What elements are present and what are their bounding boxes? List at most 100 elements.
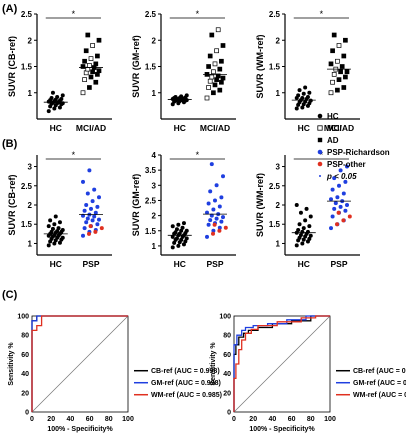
ad-point: [95, 53, 100, 59]
y-tick-label: 100: [219, 314, 231, 321]
mci-point: [206, 85, 211, 90]
hc-point: [49, 229, 54, 234]
y-tick-label: 60: [223, 352, 231, 359]
ad-point: [209, 32, 215, 38]
hc-point: [184, 93, 189, 98]
y-tick-label: 100: [17, 314, 29, 321]
roc-curve: [233, 315, 330, 412]
y-tick-label: 1.5: [21, 220, 33, 229]
y-tick-label: 80: [21, 333, 29, 340]
mci-point: [87, 63, 92, 68]
psp-richardson-point: [345, 164, 349, 169]
psp-other-point: [212, 222, 217, 227]
significance-marker: *: [72, 9, 76, 19]
hc-point: [297, 88, 302, 93]
significance-marker: *: [196, 9, 200, 19]
x-tick-label: 40: [269, 416, 277, 423]
x-category-label: PSP: [82, 259, 99, 269]
hc-point: [57, 220, 62, 225]
x-tick-label: 0: [30, 416, 34, 423]
y-tick-label: 1.5: [145, 63, 157, 72]
psp-richardson-point: [206, 201, 211, 206]
psp-richardson-point: [84, 203, 89, 207]
mci-point: [330, 79, 335, 85]
y-tick-label: 1.5: [145, 227, 157, 236]
y-axis-label: SUVR (WM-ref): [255, 35, 265, 99]
hc-point: [181, 221, 186, 226]
psp-other-point: [211, 231, 215, 236]
y-axis-label: Sensitivity %: [8, 342, 15, 386]
hc-point: [300, 96, 305, 100]
hc-point: [307, 224, 312, 229]
psp-richardson-point: [213, 198, 217, 203]
psp-richardson-point: [214, 183, 219, 188]
psp-richardson-point: [329, 197, 333, 202]
hc-point: [305, 94, 310, 99]
roc-plot-6: 00 20 20 40 40 60 60 80 80 100 100 100% - Specifici…: [8, 314, 222, 434]
psp-richardson-point: [90, 218, 95, 223]
ad-point: [212, 82, 218, 88]
y-tick-label: 2.5: [269, 182, 281, 191]
y-tick-label: 2: [276, 36, 281, 45]
x-tick-label: 60: [288, 416, 296, 423]
reference-diagonal: [233, 315, 331, 413]
ad-point: [85, 32, 91, 38]
hc-point: [296, 93, 301, 98]
legend: HC MCI AD PSP-Richardson PSP-other p < 0.05: [317, 112, 390, 181]
y-tick-label: 1: [28, 89, 33, 98]
psp-richardson-point: [211, 228, 216, 233]
roc-legend-label: CB-ref (AUC = 0.998): [151, 368, 220, 375]
hc-point: [48, 218, 53, 223]
x-category-label: PSP: [330, 259, 347, 269]
y-tick-label: 4: [152, 151, 157, 160]
hc-point: [179, 228, 184, 233]
hc-point: [173, 230, 178, 235]
ad-point: [335, 87, 340, 93]
psp-other-point: [223, 225, 228, 230]
hc-point: [180, 225, 185, 230]
y-axis-label: SUVR (WM-ref): [255, 173, 265, 237]
ad-point: [206, 64, 211, 69]
significance-marker: *: [320, 150, 324, 160]
hc-point: [170, 245, 175, 250]
psp-richardson-point: [214, 216, 219, 221]
y-tick-label: 1: [152, 89, 157, 98]
y-tick-label: 1.5: [269, 220, 281, 229]
x-tick-label: 20: [249, 416, 257, 423]
mci-point: [209, 74, 215, 80]
psp-richardson-point: [209, 162, 214, 167]
legend-label: p < 0.05: [326, 172, 357, 181]
hc-point: [60, 93, 65, 98]
hc-point: [301, 91, 306, 96]
hc-point: [294, 243, 299, 248]
ad-point: [341, 85, 347, 90]
ad-point: [93, 61, 99, 67]
x-category-label: PSP: [206, 259, 223, 269]
hc-point: [307, 236, 312, 241]
significance-marker: *: [320, 9, 324, 19]
psp-richardson-point: [335, 195, 340, 200]
hc-point: [300, 241, 305, 246]
hc-point: [176, 243, 181, 248]
mci-point: [214, 48, 219, 54]
panel-label-c: (C): [2, 289, 18, 301]
hc-point: [55, 229, 60, 234]
psp-richardson-point: [85, 216, 90, 221]
hc-point: [52, 222, 57, 227]
mci-point: [80, 90, 86, 96]
y-tick-label: 3: [152, 181, 157, 190]
x-category-label: MCI/AD: [200, 123, 230, 133]
hc-point: [308, 98, 313, 103]
legend-marker-star: [319, 175, 321, 177]
scatter-plot-0: 1 1.5 2 2.5 SUVR (CB-ref) HC MCI/AD *: [7, 9, 112, 133]
hc-point: [53, 214, 58, 219]
hc-point: [179, 237, 184, 242]
psp-richardson-point: [333, 201, 338, 206]
hc-point: [301, 226, 306, 231]
psp-richardson-point: [345, 203, 349, 207]
y-tick-label: 2: [276, 201, 281, 210]
psp-richardson-point: [343, 179, 348, 184]
x-tick-label: 40: [67, 416, 75, 423]
y-tick-label: 2.5: [145, 196, 157, 205]
ad-point: [343, 37, 348, 43]
